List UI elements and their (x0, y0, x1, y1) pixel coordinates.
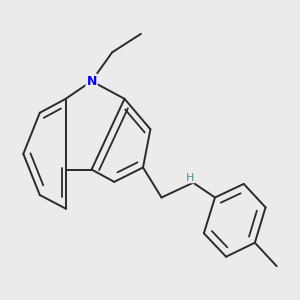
Text: N: N (86, 75, 97, 88)
Text: H: H (186, 173, 194, 183)
